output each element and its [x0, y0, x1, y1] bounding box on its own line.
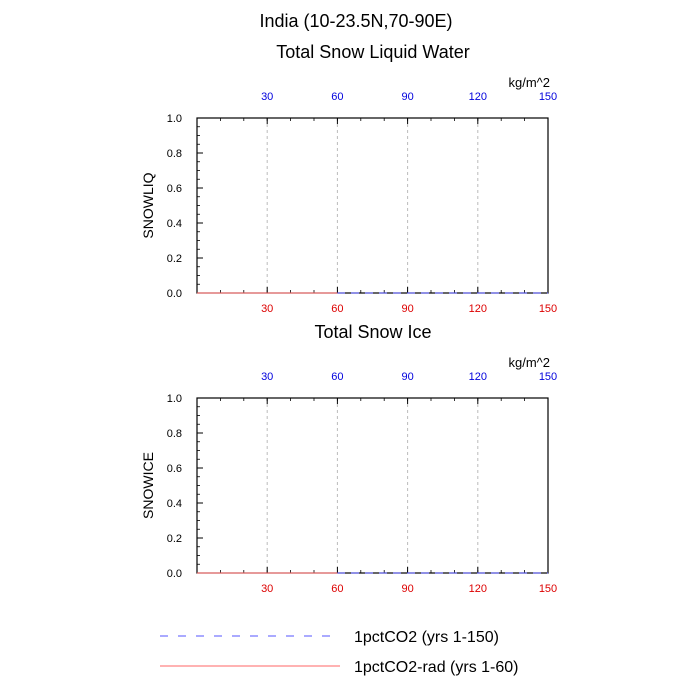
figure-title: India (10-23.5N,70-90E): [259, 11, 452, 31]
panel-1: Total Snow Liquid Water kg/m^2 30 60 90 120 15…: [140, 42, 557, 315]
panel-title: Total Snow Ice: [314, 322, 431, 342]
top-tick-label: 120: [469, 91, 487, 103]
plot-frame: [196, 397, 549, 574]
legend-label-2: 1pctCO2-rad (yrs 1-60): [354, 659, 519, 676]
top-tick-label: 120: [469, 371, 487, 383]
y-axis-label: SNOWLIQ: [140, 172, 156, 238]
bottom-tick-label: 90: [401, 303, 413, 315]
y-tick-label: 0.4: [167, 498, 182, 510]
bottom-tick-label: 90: [401, 583, 413, 595]
y-tick-label: 0.6: [167, 463, 182, 475]
bottom-tick-label: 60: [331, 303, 343, 315]
bottom-tick-label: 120: [469, 583, 487, 595]
y-tick-label: 1.0: [167, 393, 182, 405]
legend-label-1: 1pctCO2 (yrs 1-150): [354, 629, 499, 646]
bottom-tick-label: 60: [331, 583, 343, 595]
y-tick-label: 0.8: [167, 148, 182, 160]
y-axis-label: SNOWICE: [140, 452, 156, 519]
top-tick-label: 90: [401, 371, 413, 383]
y-tick-label: 0.0: [167, 568, 182, 580]
top-tick-label: 30: [261, 91, 273, 103]
y-tick-label: 1.0: [167, 113, 182, 125]
y-tick-label: 0.4: [167, 218, 182, 230]
bottom-tick-label: 30: [261, 583, 273, 595]
top-tick-label: 60: [331, 91, 343, 103]
panel-title: Total Snow Liquid Water: [276, 42, 469, 62]
top-tick-label: 60: [331, 371, 343, 383]
plot-frame: [196, 117, 549, 294]
top-tick-label: 150: [539, 91, 557, 103]
y-tick-label: 0.8: [167, 428, 182, 440]
bottom-tick-label: 30: [261, 303, 273, 315]
y-tick-label: 0.6: [167, 183, 182, 195]
top-tick-label: 150: [539, 371, 557, 383]
top-tick-label: 30: [261, 371, 273, 383]
bottom-tick-label: 150: [539, 583, 557, 595]
units-label: kg/m^2: [508, 75, 550, 90]
units-label: kg/m^2: [508, 355, 550, 370]
bottom-tick-label: 150: [539, 303, 557, 315]
y-tick-label: 0.2: [167, 533, 182, 545]
top-tick-label: 90: [401, 91, 413, 103]
bottom-tick-label: 120: [469, 303, 487, 315]
legend: 1pctCO2 (yrs 1-150) 1pctCO2-rad (yrs 1-60…: [160, 629, 519, 676]
y-tick-label: 0.0: [167, 288, 182, 300]
panel-2: Total Snow Ice kg/m^2 30 60 90 120 150 30 60 90 12…: [140, 322, 557, 595]
y-tick-label: 0.2: [167, 253, 182, 265]
